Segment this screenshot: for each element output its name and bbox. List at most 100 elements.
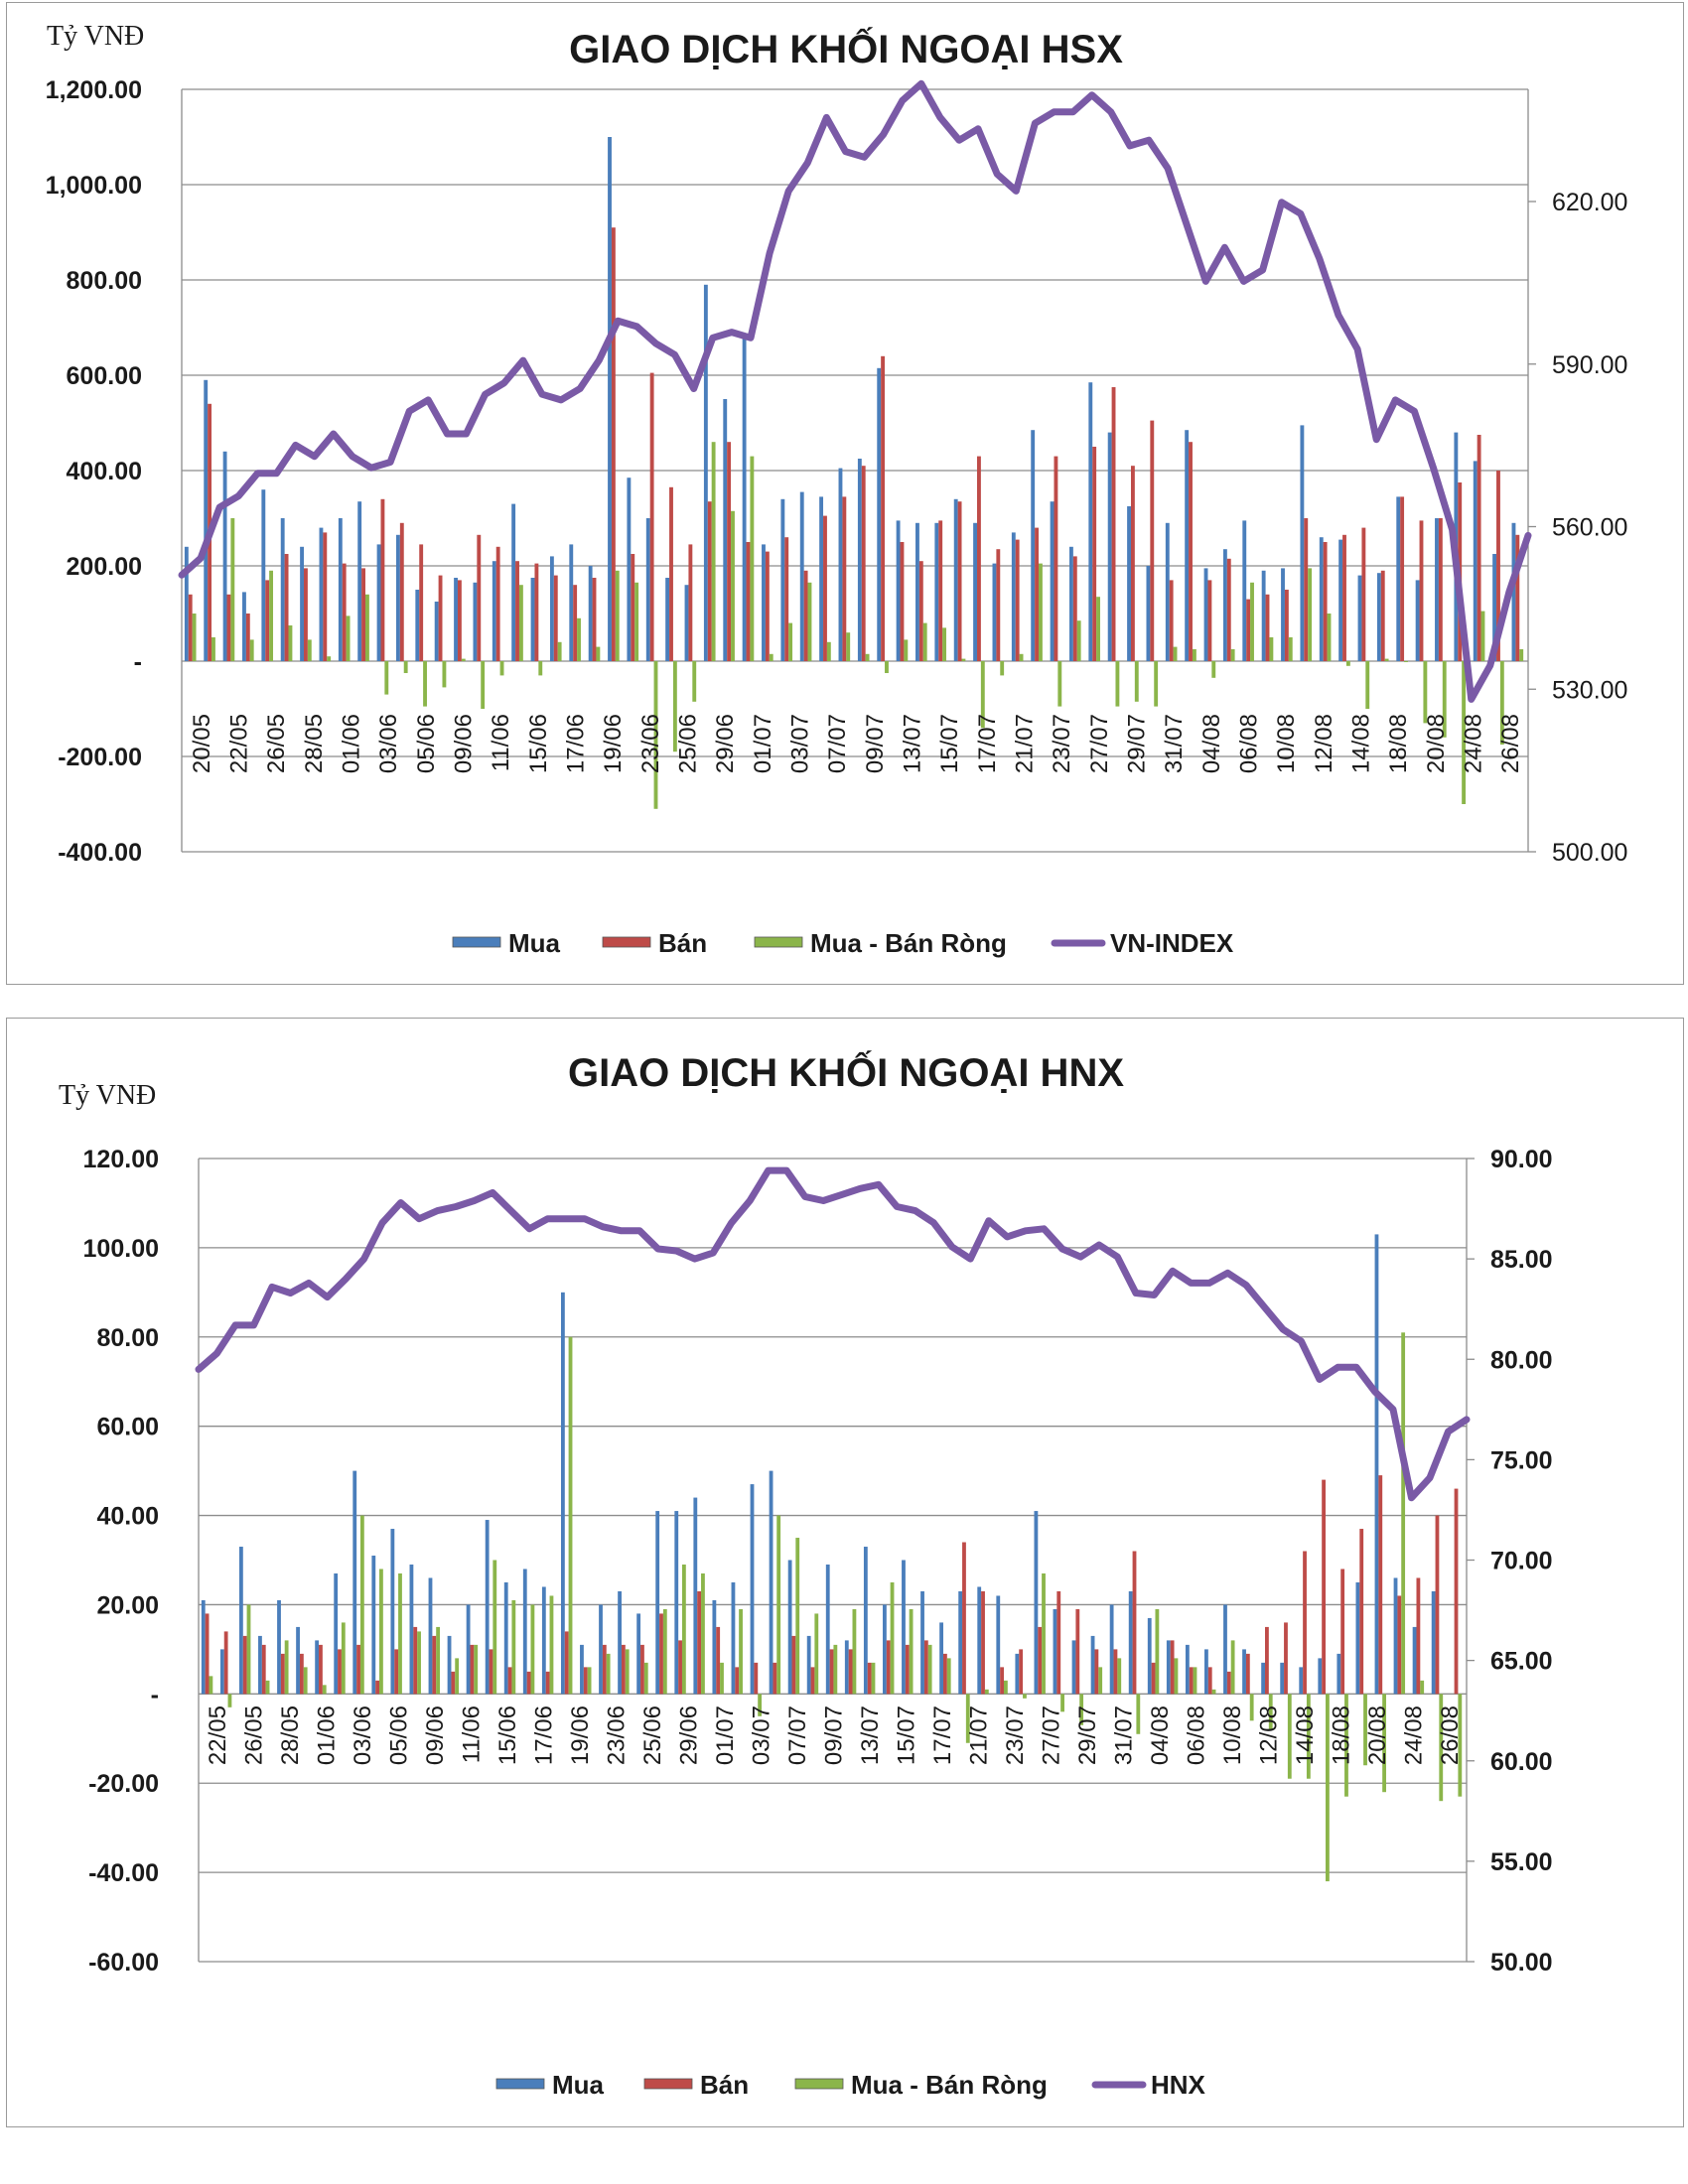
buy-bar — [1107, 432, 1112, 661]
buy-bar — [1318, 1658, 1323, 1695]
x-tick-label: 20/08 — [1423, 714, 1450, 773]
sell-bar — [1342, 534, 1346, 661]
x-tick-label: 23/07 — [1049, 714, 1075, 773]
sell-bar — [573, 585, 578, 661]
buy-bar — [1034, 1511, 1039, 1695]
sell-bar — [515, 561, 519, 661]
sell-bar — [1265, 1626, 1269, 1695]
sell-bar — [1284, 590, 1289, 661]
net-bar — [865, 653, 870, 661]
buy-bar — [530, 578, 535, 661]
buy-bar — [1011, 532, 1016, 661]
buy-bar — [799, 491, 804, 661]
buy-bar — [953, 498, 958, 661]
net-bar — [530, 1604, 535, 1695]
y-axis-unit: Tỷ VNĐ — [47, 21, 144, 52]
sell-bar — [361, 568, 365, 661]
net-bar — [192, 614, 197, 661]
x-tick-label: 10/08 — [1273, 714, 1300, 773]
net-bar — [942, 627, 947, 661]
sell-bar — [1056, 1590, 1061, 1695]
buy-bar — [896, 520, 901, 661]
buy-bar — [201, 1599, 206, 1695]
x-tick-label: 01/07 — [750, 714, 776, 773]
x-tick-label: 03/07 — [749, 1706, 775, 1765]
chart-title: GIAO DỊCH KHỐI NGOẠI HSX — [569, 26, 1123, 71]
sell-bar — [284, 554, 289, 661]
sell-bar — [707, 501, 712, 661]
buy-bar — [580, 1644, 584, 1695]
sell-bar — [1207, 580, 1212, 661]
x-tick-label: 19/06 — [567, 1706, 594, 1765]
x-tick-label: 21/07 — [965, 1706, 992, 1765]
sell-bar — [1400, 496, 1405, 661]
sell-bar — [688, 544, 693, 661]
net-bar — [653, 661, 658, 809]
sell-bar — [457, 580, 462, 661]
net-bar — [1155, 1608, 1160, 1695]
buy-bar — [1068, 546, 1073, 661]
y-tick-label: 20.00 — [96, 1591, 159, 1619]
legend-label: Bán — [700, 2070, 749, 2100]
legend-swatch — [643, 2078, 693, 2090]
buy-bar — [1300, 425, 1305, 661]
net-bar — [307, 639, 312, 661]
net-bar — [980, 661, 985, 729]
y-tick-label: 100.00 — [83, 1235, 159, 1263]
sell-bar — [564, 1631, 569, 1695]
buy-bar — [428, 1577, 433, 1695]
net-bar — [1079, 1694, 1084, 1725]
buy-bar — [636, 1613, 641, 1695]
sell-bar — [223, 1631, 228, 1695]
buy-bar — [541, 1586, 546, 1695]
buy-bar — [902, 1560, 906, 1695]
sell-bar — [640, 1644, 644, 1695]
buy-bar — [1088, 382, 1093, 661]
sell-bar — [1226, 558, 1231, 661]
sell-bar — [1322, 1479, 1326, 1695]
buy-bar — [1185, 1644, 1190, 1695]
x-tick-label: 06/08 — [1236, 714, 1263, 773]
sell-bar — [829, 1649, 834, 1695]
net-bar — [720, 1662, 724, 1695]
net-bar — [1420, 1680, 1425, 1695]
net-bar — [681, 1564, 686, 1695]
buy-bar — [415, 590, 420, 661]
buy-bar — [1165, 522, 1170, 661]
net-bar — [442, 661, 447, 688]
net-bar — [1136, 1694, 1141, 1734]
sell-bar — [784, 537, 789, 661]
net-bar — [662, 1608, 667, 1695]
net-bar — [1057, 661, 1062, 707]
legend-label: VN-INDEX — [1110, 928, 1234, 958]
y2-tick-label: 75.00 — [1490, 1446, 1553, 1474]
buy-bar — [466, 1604, 471, 1695]
buy-bar — [599, 1604, 603, 1695]
buy-bar — [1242, 520, 1247, 661]
net-bar — [1288, 637, 1293, 661]
x-tick-label: 23/06 — [604, 1706, 631, 1765]
buy-bar — [1222, 549, 1227, 661]
net-bar — [474, 1644, 479, 1695]
buy-bar — [996, 1595, 1001, 1695]
buy-bar — [1511, 522, 1516, 661]
y2-tick-label: 620.00 — [1552, 189, 1627, 216]
x-tick-label: 15/06 — [525, 714, 552, 773]
net-bar — [634, 582, 639, 661]
net-bar — [1384, 658, 1389, 661]
y2-tick-label: 530.00 — [1552, 676, 1627, 704]
buy-bar — [522, 1569, 527, 1695]
net-bar — [403, 661, 408, 673]
buy-bar — [1431, 1590, 1436, 1695]
sell-bar — [791, 1635, 796, 1695]
buy-bar — [204, 379, 209, 661]
net-bar — [1365, 661, 1370, 709]
legend-swatch — [754, 936, 803, 948]
net-bar — [833, 1644, 838, 1695]
buy-bar — [1109, 1604, 1114, 1695]
y-tick-label: -400.00 — [58, 839, 142, 867]
buy-bar — [277, 1599, 281, 1695]
x-tick-label: 15/06 — [494, 1706, 521, 1765]
sell-bar — [1323, 542, 1328, 661]
buy-bar — [238, 1547, 243, 1695]
